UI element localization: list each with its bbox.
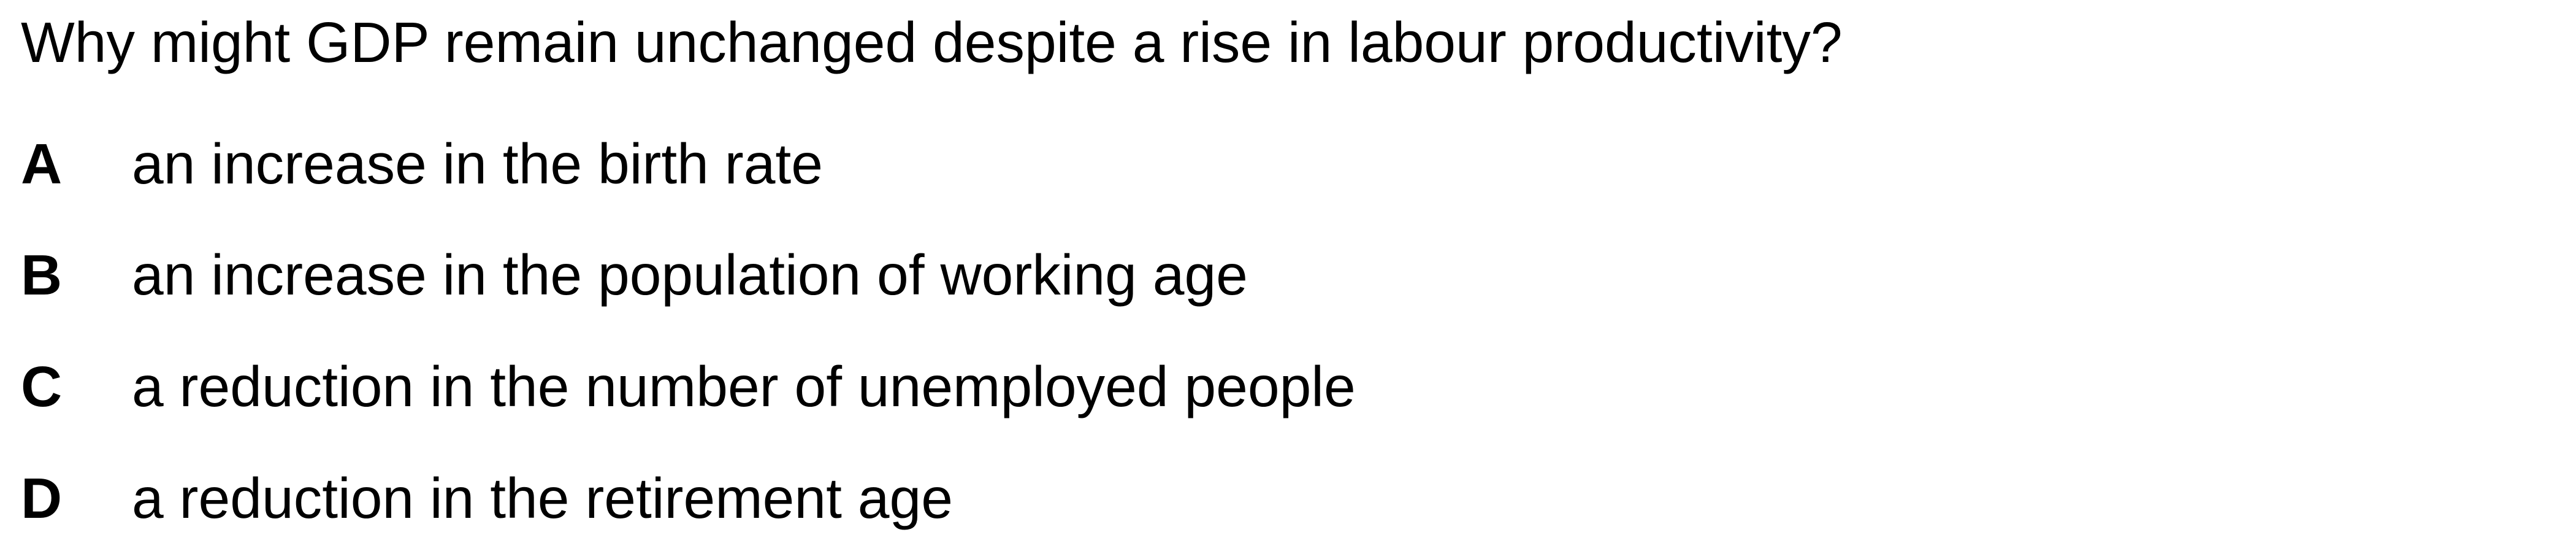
option-letter: C bbox=[21, 355, 63, 418]
option-text: an increase in the birth rate bbox=[132, 132, 823, 196]
option-text: a reduction in the number of unemployed … bbox=[132, 355, 1356, 418]
option-text: an increase in the population of working… bbox=[132, 243, 1248, 307]
question-stem: Why might GDP remain unchanged despite a… bbox=[21, 10, 1843, 74]
option-letter: D bbox=[21, 466, 63, 530]
option-text: a reduction in the retirement age bbox=[132, 466, 953, 530]
option-letter: B bbox=[21, 243, 63, 307]
option-letter: A bbox=[21, 132, 63, 196]
